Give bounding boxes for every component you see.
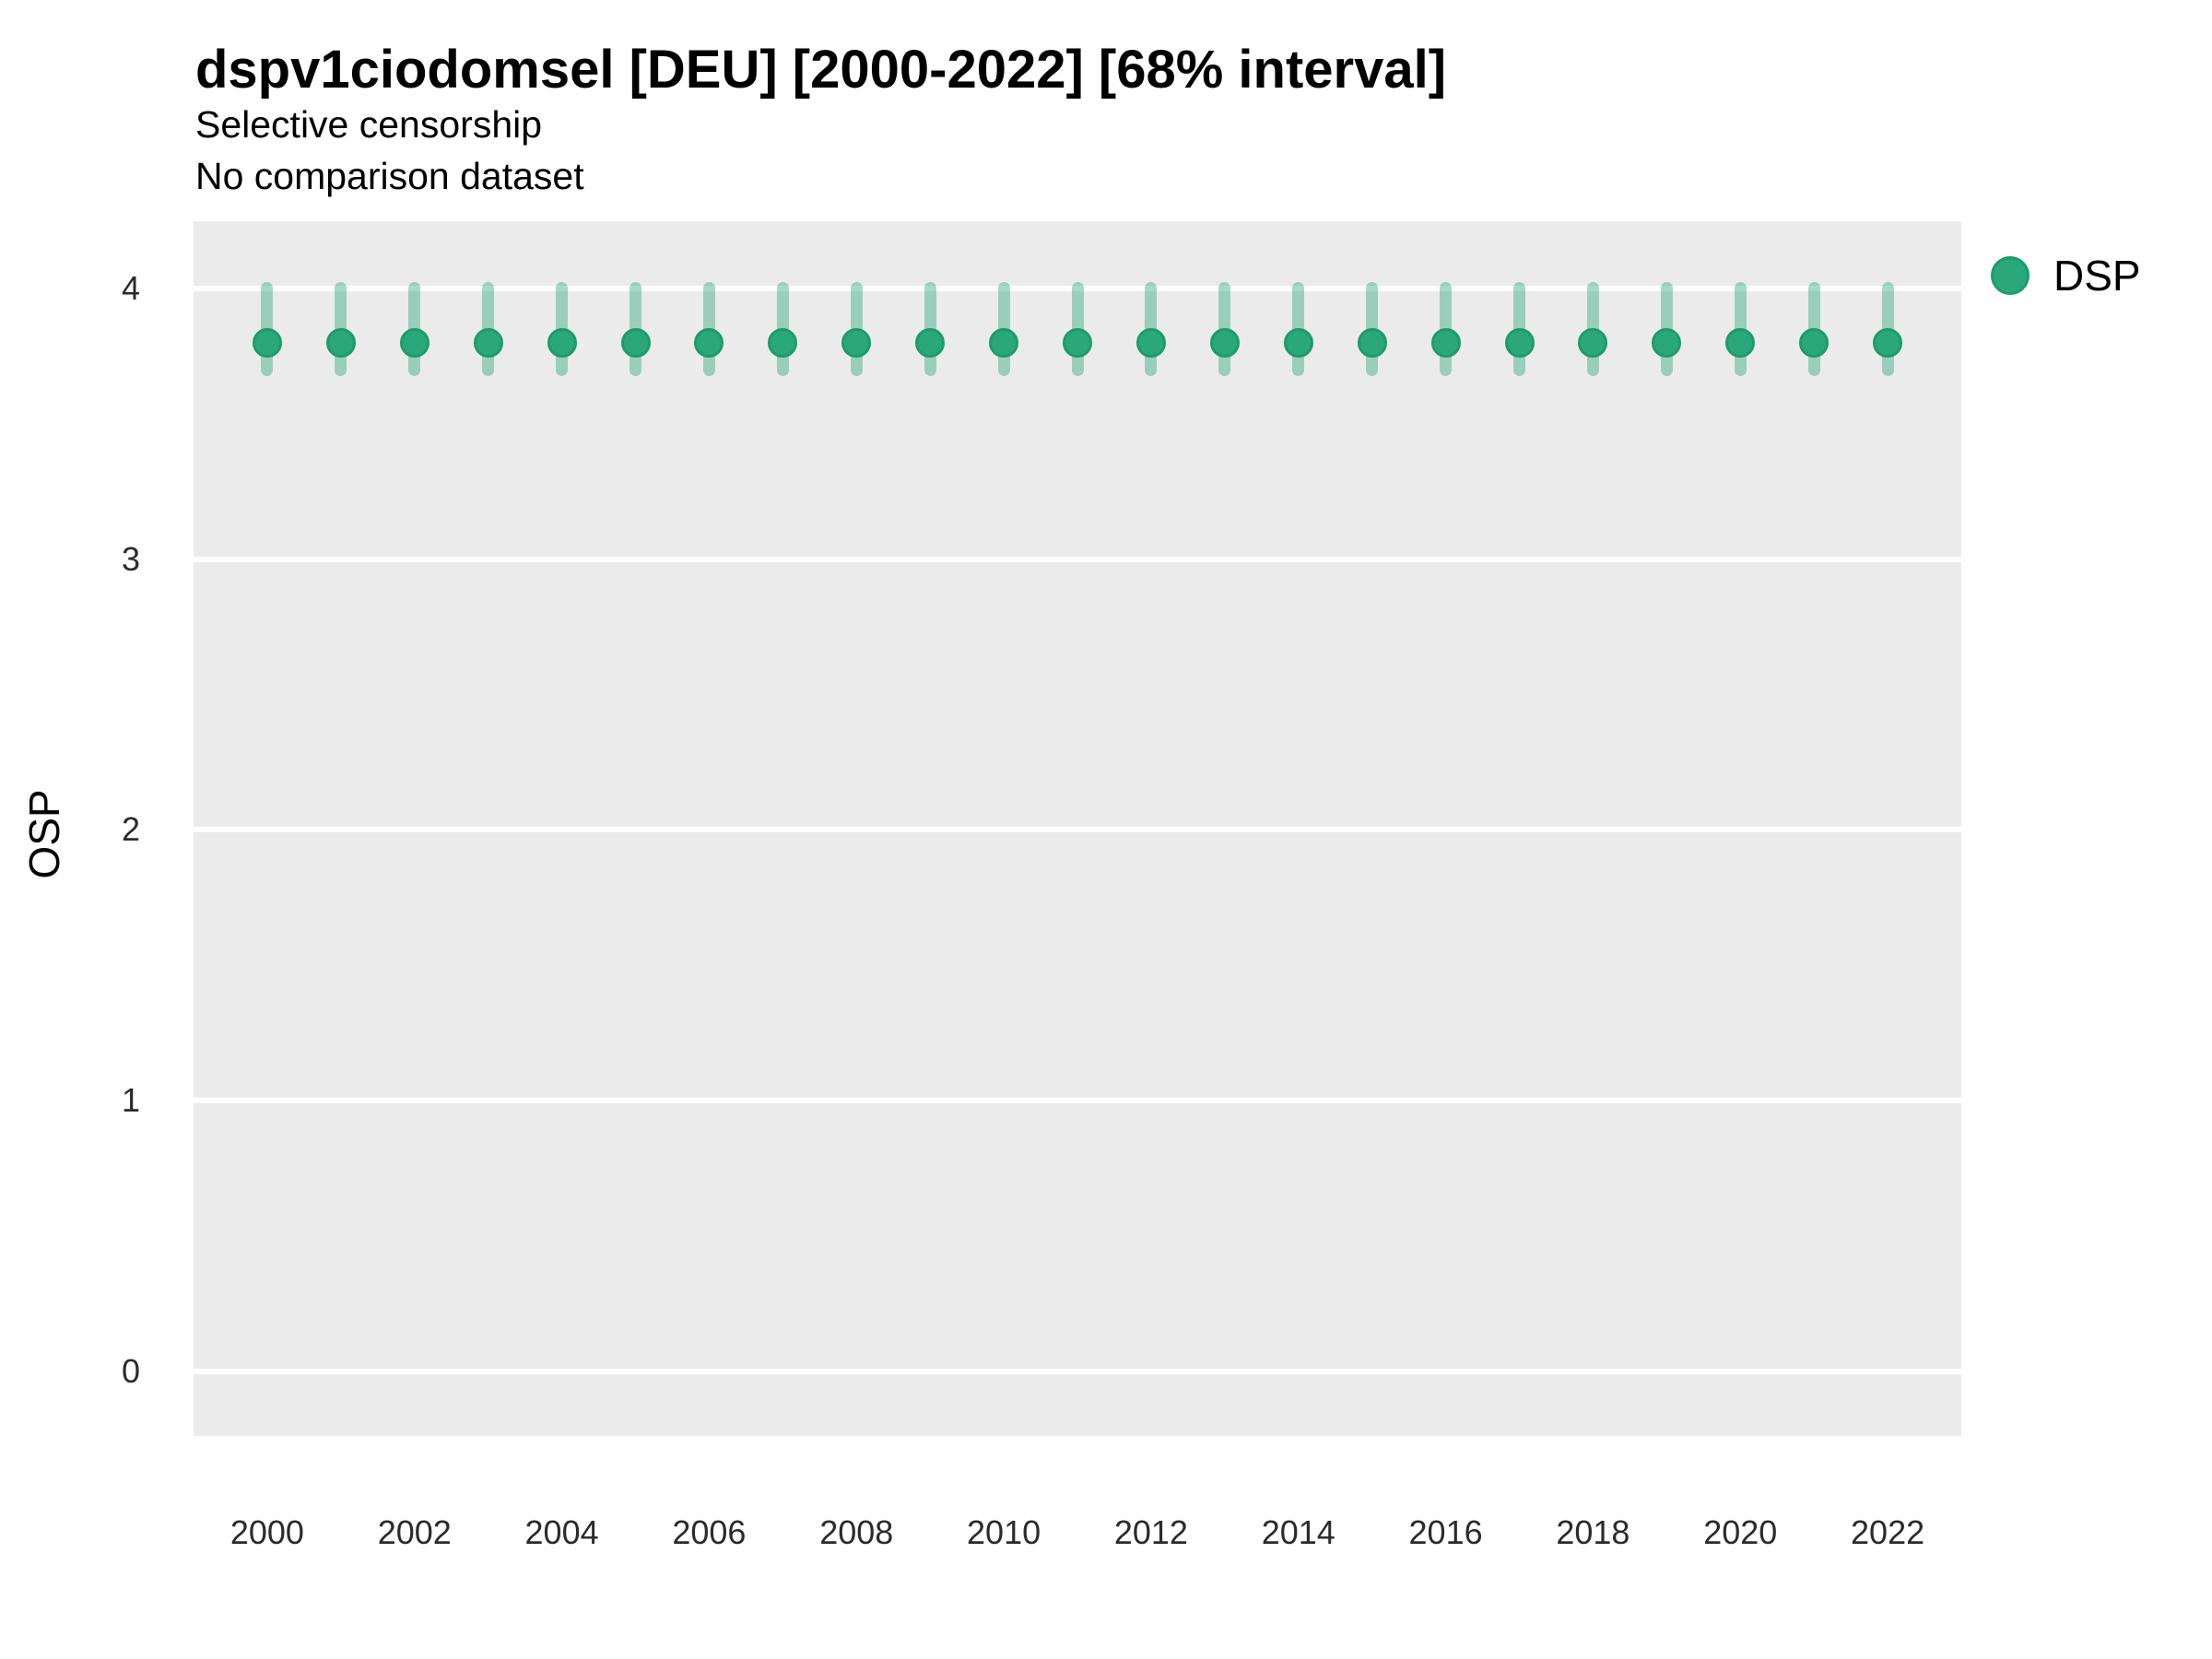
data-point-2013 <box>1209 328 1240 359</box>
data-point-2021 <box>1799 328 1830 359</box>
data-point-2014 <box>1283 328 1313 359</box>
legend-dsp-label: DSP <box>2053 252 2141 300</box>
gridline-y-3 <box>194 556 1961 562</box>
data-point-2018 <box>1578 328 1608 359</box>
data-point-2011 <box>1063 328 1092 359</box>
x-tick-label: 2022 <box>1851 1513 1925 1551</box>
y-tick-label: 4 <box>121 269 140 308</box>
chart-title: dspv1ciodomsel [DEU] [2000-2022] [68% in… <box>195 40 1447 100</box>
data-point-2019 <box>1652 328 1682 359</box>
y-tick-label: 1 <box>121 1081 140 1119</box>
x-tick-label: 2012 <box>1113 1513 1188 1551</box>
data-point-2006 <box>694 328 724 359</box>
data-point-2005 <box>620 328 651 359</box>
data-point-2012 <box>1135 328 1166 359</box>
data-point-2017 <box>1504 328 1535 359</box>
x-tick-label: 2016 <box>1408 1513 1483 1551</box>
chart-comparison-note: No comparison dataset <box>195 155 584 197</box>
gridline-y-2 <box>194 827 1961 833</box>
x-tick-label: 2014 <box>1261 1513 1335 1551</box>
data-point-2015 <box>1357 328 1387 359</box>
data-point-2010 <box>989 328 1019 359</box>
chart-subtitle: Selective censorship <box>195 103 543 146</box>
gridline-y-4 <box>194 286 1961 292</box>
x-tick-label: 2020 <box>1703 1513 1778 1551</box>
y-tick-label: 0 <box>121 1351 140 1390</box>
x-tick-label: 2004 <box>524 1513 599 1551</box>
data-point-2016 <box>1430 328 1461 359</box>
x-tick-label: 2018 <box>1556 1513 1630 1551</box>
data-point-2001 <box>325 328 356 359</box>
data-point-2007 <box>768 328 798 359</box>
data-point-2009 <box>915 328 946 359</box>
data-point-2003 <box>473 328 503 359</box>
legend: DSP <box>1991 251 2141 300</box>
legend-dsp-marker-icon <box>1991 256 2030 295</box>
data-point-2020 <box>1725 328 1756 359</box>
gridline-y-0 <box>194 1368 1961 1374</box>
data-point-2008 <box>841 328 872 359</box>
x-tick-label: 2002 <box>377 1513 452 1551</box>
data-point-2002 <box>399 328 429 359</box>
x-tick-label: 2008 <box>819 1513 894 1551</box>
x-tick-label: 2010 <box>967 1513 1041 1551</box>
x-tick-label: 2000 <box>229 1513 304 1551</box>
data-point-2000 <box>252 328 282 359</box>
data-point-2022 <box>1873 328 1903 359</box>
gridline-y-1 <box>194 1098 1961 1103</box>
x-tick-label: 2006 <box>672 1513 747 1551</box>
plot-panel <box>194 221 1961 1436</box>
data-point-2004 <box>547 328 577 359</box>
y-tick-label: 3 <box>121 539 140 578</box>
y-tick-label: 2 <box>121 810 140 849</box>
